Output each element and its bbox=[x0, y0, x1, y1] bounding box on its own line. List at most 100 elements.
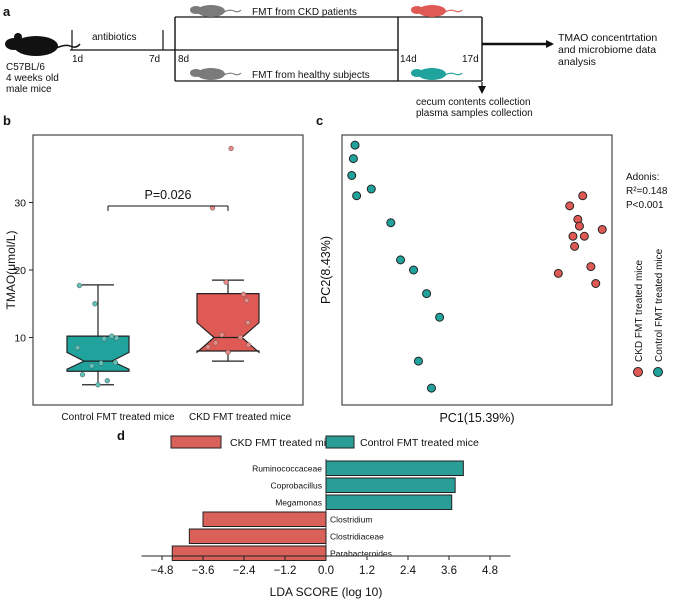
day-14-label: 14d bbox=[400, 54, 417, 65]
scatter-point-control bbox=[396, 255, 406, 265]
scatter-point-control bbox=[409, 265, 419, 275]
scatter-point-ckd bbox=[579, 231, 589, 241]
box-data-point bbox=[108, 333, 115, 339]
box-data-point bbox=[112, 359, 119, 366]
lda-xtick-label: 2.4 bbox=[400, 565, 417, 577]
box-data-point bbox=[228, 145, 234, 152]
adonis-r2: R²=0.148 bbox=[626, 186, 668, 197]
lda-legend-ckd-swatch bbox=[170, 435, 222, 449]
box-body bbox=[66, 335, 130, 372]
box-data-point bbox=[92, 301, 98, 307]
scatter-legend-control-marker bbox=[653, 367, 663, 377]
scatter-point-control bbox=[413, 356, 423, 366]
lda-bar bbox=[188, 528, 327, 544]
day-1-label: 1d bbox=[72, 54, 83, 65]
scatter-points bbox=[347, 140, 607, 393]
panel-label-c: c bbox=[316, 113, 323, 128]
lda-xtick-label: −3.6 bbox=[192, 565, 215, 577]
scatter-legend-control-label: Control FMT treated mice bbox=[654, 248, 665, 362]
lda-xtick-label: −1.2 bbox=[274, 565, 297, 577]
scatter-point-ckd bbox=[574, 221, 584, 231]
box-category-control: Control FMT treated mice bbox=[61, 412, 175, 423]
mouse-black-icon bbox=[5, 33, 81, 56]
box-data-point bbox=[245, 320, 251, 326]
scatter-point-ckd bbox=[597, 225, 607, 234]
panel-label-b: b bbox=[3, 113, 11, 128]
lda-xtick-label: 3.6 bbox=[441, 565, 457, 577]
scatter-point-control bbox=[366, 184, 376, 194]
box-data-point bbox=[95, 382, 101, 388]
p-value-annotation: P=0.026 bbox=[145, 188, 192, 202]
day-8-label: 8d bbox=[178, 54, 189, 65]
scatter-point-ckd bbox=[568, 231, 578, 241]
lda-bar-label: Megamonas bbox=[275, 498, 322, 508]
scatter-point-ckd bbox=[591, 279, 601, 288]
panel-label-a: a bbox=[3, 4, 11, 19]
scatter-point-control bbox=[422, 289, 432, 299]
box-data-point bbox=[113, 335, 120, 341]
scatter-point-ckd bbox=[570, 241, 580, 251]
lda-bar bbox=[171, 545, 327, 561]
mouse-age-label: 4 weeks old bbox=[6, 73, 59, 84]
lda-xtick-label: 0.0 bbox=[318, 565, 334, 577]
box-ylabel: TMAO(μmol/L) bbox=[4, 231, 18, 310]
scatter-point-control bbox=[350, 140, 360, 150]
mouse-teal-icon bbox=[411, 68, 463, 80]
box-data-point bbox=[76, 282, 83, 289]
lda-xtick-label: 1.2 bbox=[359, 565, 375, 577]
day-7-label: 7d bbox=[149, 54, 160, 65]
box-ytick-label: 20 bbox=[14, 265, 26, 277]
scatter-point-control bbox=[347, 171, 357, 180]
lda-bar bbox=[325, 494, 453, 510]
lda-bar bbox=[325, 477, 456, 493]
scatter-legend-ckd-label: CKD FMT treated mice bbox=[634, 260, 645, 362]
scatter-point-control bbox=[348, 154, 358, 164]
mouse-red-icon bbox=[411, 5, 463, 17]
adonis-p: P<0.001 bbox=[626, 200, 664, 211]
lda-bar bbox=[325, 460, 464, 476]
lda-xtick-label: 4.8 bbox=[482, 565, 498, 577]
box-data-point bbox=[243, 297, 250, 304]
lda-xtick-label: −2.4 bbox=[233, 565, 256, 577]
scatter-point-ckd bbox=[565, 201, 575, 211]
box-data-point bbox=[101, 336, 107, 342]
lda-bar-label: Coprobacillus bbox=[271, 481, 323, 491]
box-data-point bbox=[223, 279, 229, 285]
fmt-ckd-label: FMT from CKD patients bbox=[252, 7, 357, 18]
collection-line-2: plasma samples collection bbox=[416, 108, 533, 119]
box-ytick-label: 30 bbox=[14, 198, 26, 210]
scatter-frame bbox=[341, 134, 613, 406]
box-data-point bbox=[89, 363, 95, 369]
lda-legend-ckd-label: CKD FMT treated mice bbox=[230, 437, 337, 449]
scatter-point-ckd bbox=[553, 268, 563, 278]
box-body bbox=[196, 293, 260, 354]
lda-bar-label: Ruminococcaceae bbox=[252, 464, 322, 474]
box-data-point bbox=[219, 332, 225, 338]
lda-xtick-label: −4.8 bbox=[151, 565, 174, 577]
box-y-axis: 10 20 30 bbox=[14, 198, 33, 345]
scatter-ylabel: PC2(8.43%) bbox=[319, 236, 333, 304]
box-data-point bbox=[212, 340, 219, 346]
lda-bar-label: Parabacteroides bbox=[330, 549, 392, 559]
scatter-legend-ckd-marker bbox=[633, 367, 643, 377]
box-data-point bbox=[205, 344, 211, 350]
scatter-point-control bbox=[386, 218, 396, 228]
fmt-healthy-label: FMT from healthy subjects bbox=[252, 70, 370, 81]
mouse-sex-label: male mice bbox=[6, 84, 52, 95]
outcome-line-3: analysis bbox=[558, 56, 596, 68]
panel-label-d: d bbox=[117, 428, 125, 443]
box-data-point bbox=[79, 371, 86, 378]
lda-bar-label: Clostridiaceae bbox=[330, 532, 384, 542]
day-17-label: 17d bbox=[462, 54, 479, 65]
adonis-label: Adonis: bbox=[626, 172, 659, 183]
box-data-point bbox=[245, 342, 252, 348]
outcome-line-2: and microbiome data bbox=[558, 44, 656, 56]
antibiotics-label: antibiotics bbox=[92, 32, 136, 43]
mouse-grey-icon-top bbox=[190, 5, 242, 17]
collection-line-1: cecum contents collection bbox=[416, 97, 531, 108]
box-data-point bbox=[237, 334, 244, 341]
lda-legend-control-label: Control FMT treated mice bbox=[360, 437, 479, 449]
box-data-point bbox=[240, 291, 247, 297]
scatter-point-ckd bbox=[586, 262, 596, 272]
